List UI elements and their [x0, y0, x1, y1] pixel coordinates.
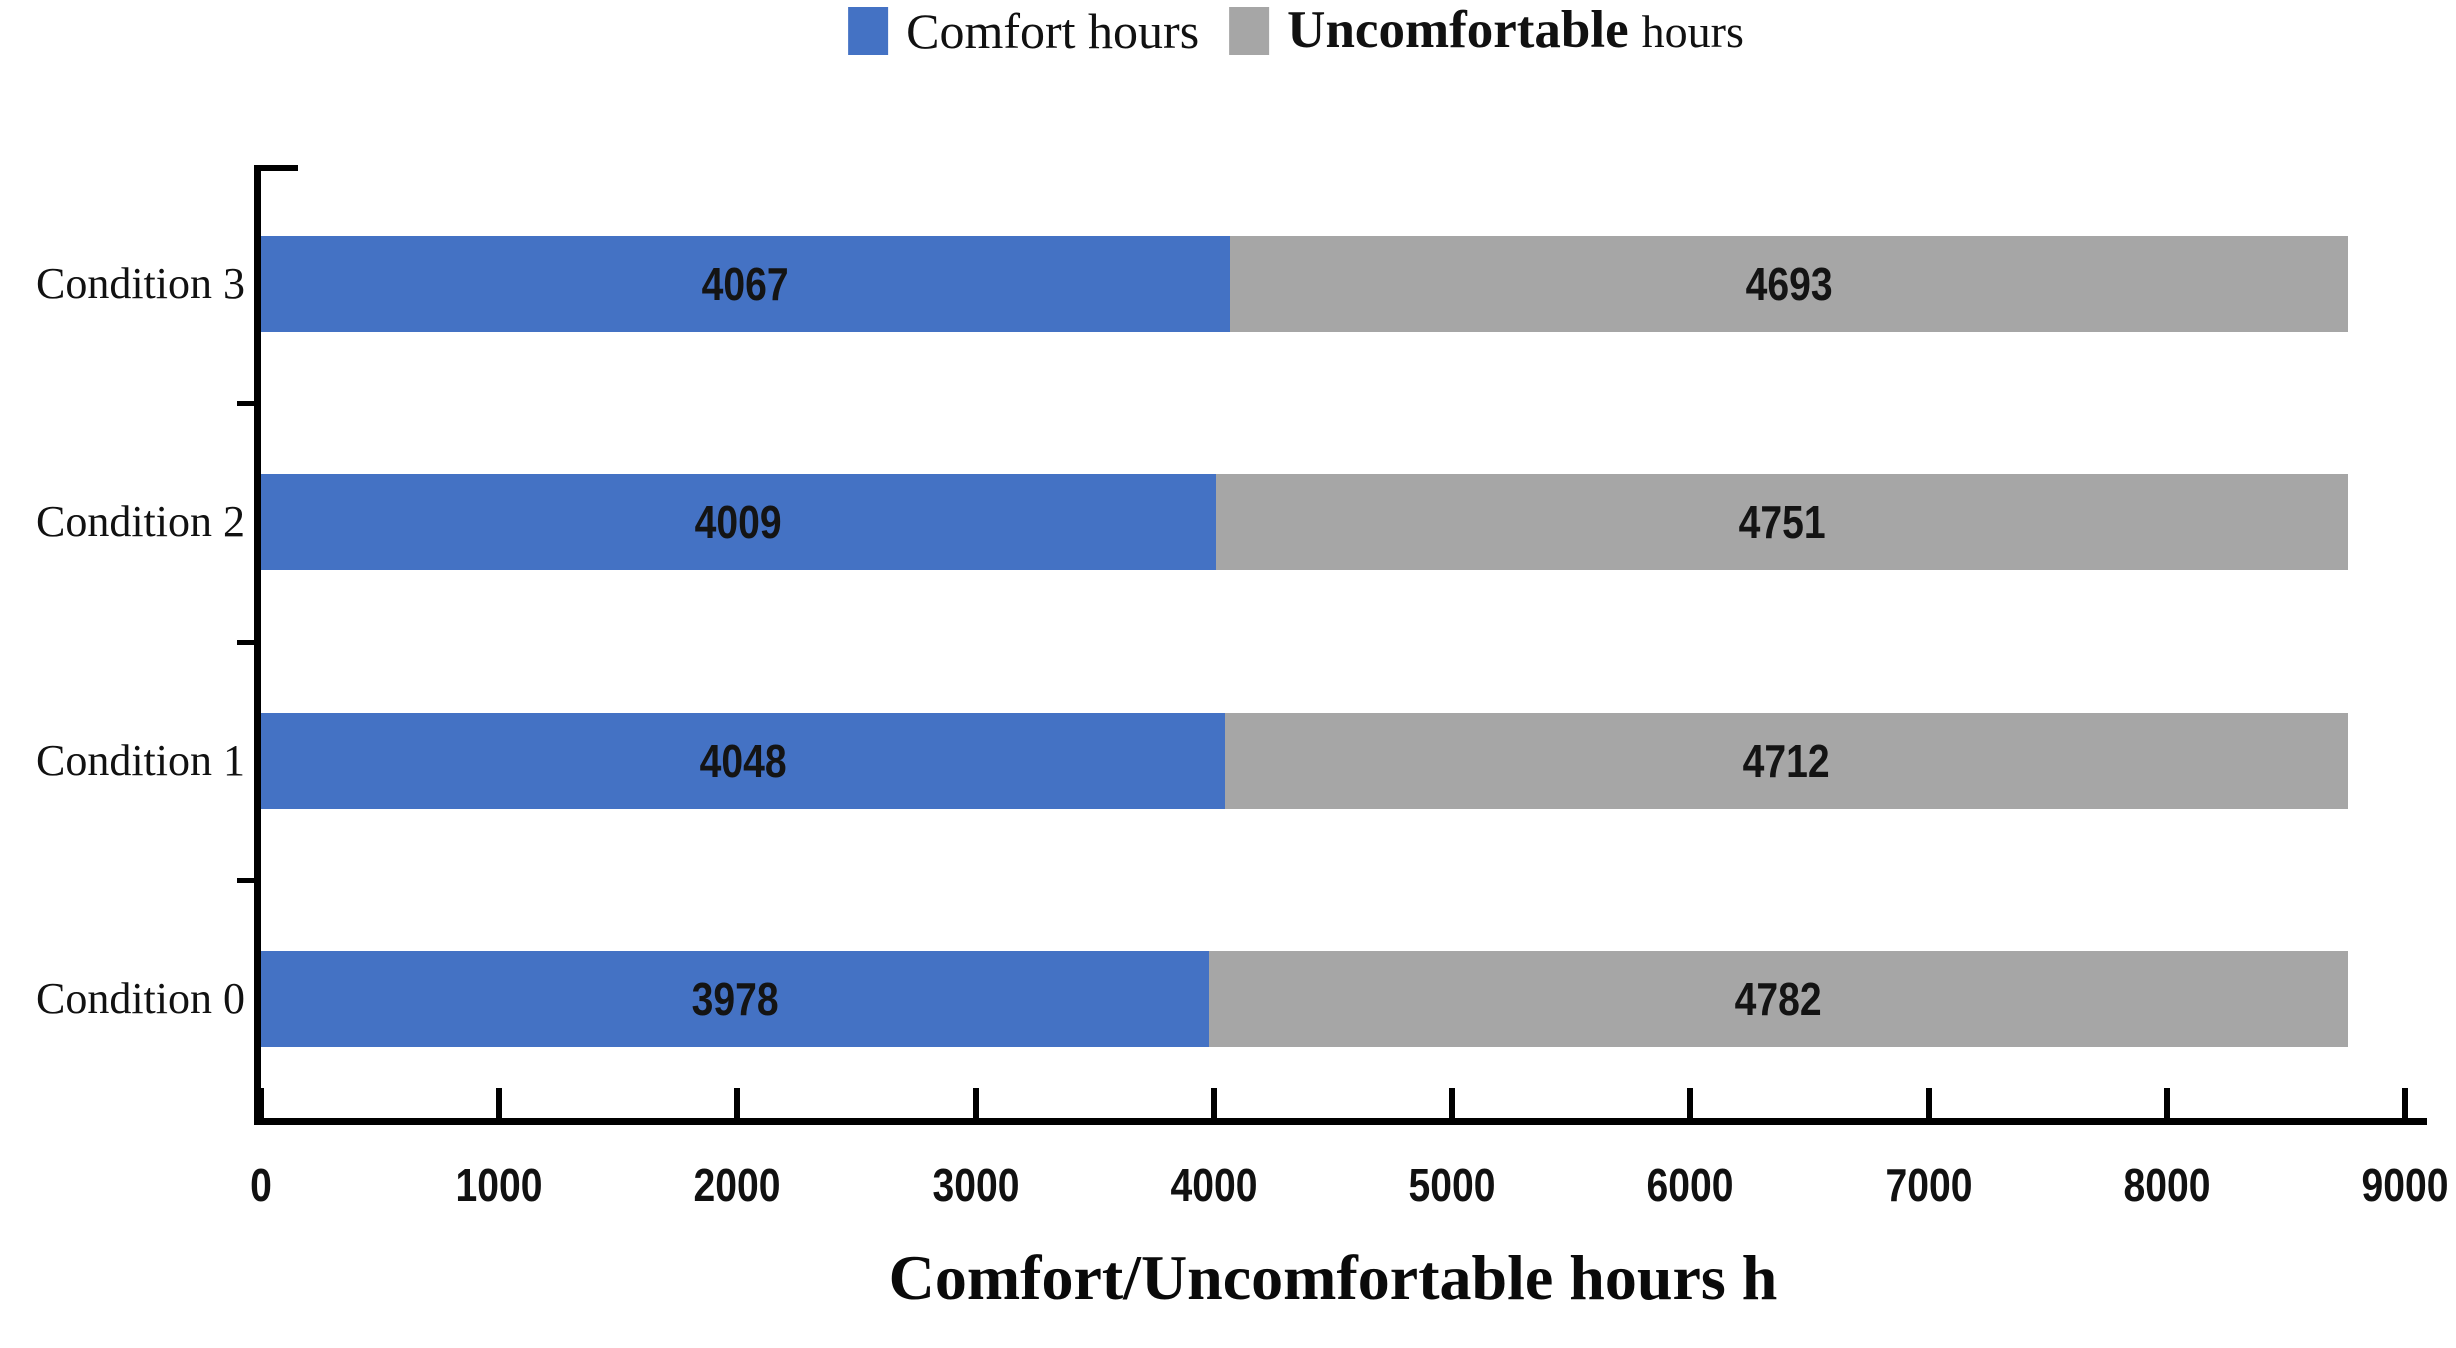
x-tick-label: 8000 [2116, 1162, 2218, 1209]
x-tick [734, 1088, 741, 1118]
x-tick-label: 1000 [448, 1162, 550, 1209]
legend-swatch-comfort [848, 6, 889, 55]
legend: Comfort hours Uncomfortable hours [848, 4, 1744, 57]
x-tick-label: 6000 [1639, 1162, 1741, 1209]
x-tick-label-text: 1000 [455, 1159, 543, 1211]
bar-value-label: 4693 [1745, 258, 1833, 311]
uncomfortable-bar-segment: 4693 [1229, 236, 2348, 333]
x-tick [972, 1088, 979, 1118]
x-tick [496, 1088, 503, 1118]
x-tick [1925, 1088, 1932, 1118]
stacked-bar: 4009 4751 [261, 474, 2405, 571]
bar-value-label: 4048 [699, 734, 787, 787]
comfort-bar-segment: 4009 [261, 474, 1217, 571]
bars-container: Condition 3 4067 4693 Condition 2 4009 4751 Co… [36, 165, 2405, 1118]
x-tick-label: 5000 [1401, 1162, 1503, 1209]
x-tick-label: 4000 [1163, 1162, 1265, 1209]
uncomfortable-bar-segment: 4712 [1225, 712, 2348, 809]
bar-value-label: 4712 [1743, 734, 1831, 787]
x-tick-label: 7000 [1877, 1162, 1979, 1209]
y-tick [237, 639, 261, 645]
category-band: Condition 2 4009 4751 [36, 403, 2405, 641]
stacked-bar: 4048 4712 [261, 712, 2405, 809]
category-band: Condition 1 4048 4712 [36, 642, 2405, 880]
y-tick [237, 877, 261, 883]
comfort-bar-segment: 3978 [261, 950, 1209, 1047]
x-tick-label-text: 5000 [1408, 1159, 1496, 1211]
y-axis-top-tick [254, 165, 298, 171]
x-tick-label: 9000 [2354, 1162, 2456, 1209]
legend-item-uncomfortable: Uncomfortable hours [1229, 4, 1744, 57]
bar-value-label: 4009 [695, 496, 783, 549]
legend-label-hours-word: hours [1641, 6, 1744, 57]
x-tick [258, 1088, 264, 1118]
category-label: Condition 0 [35, 973, 245, 1023]
x-tick-label-text: 9000 [2361, 1159, 2449, 1211]
comfort-bar-segment: 4048 [261, 712, 1226, 809]
bar-value-label: 3978 [691, 972, 779, 1025]
stacked-bar: 4067 4693 [261, 236, 2405, 333]
x-tick-label-text: 6000 [1646, 1159, 1734, 1211]
x-tick [2163, 1088, 2170, 1118]
plot-area: Condition 3 4067 4693 Condition 2 4009 4751 Co… [36, 165, 2448, 1208]
legend-label-comfort: Comfort hours [906, 2, 1200, 59]
uncomfortable-bar-segment: 4782 [1208, 950, 2348, 1047]
bar-value-label: 4782 [1734, 972, 1822, 1025]
x-tick-label-text: 8000 [2123, 1159, 2211, 1211]
category-label: Condition 1 [35, 735, 245, 785]
legend-swatch-uncomfortable [1229, 6, 1270, 55]
category-label: Condition 2 [35, 497, 245, 547]
y-tick [237, 401, 261, 407]
comfort-bar-segment: 4067 [261, 236, 1230, 333]
x-tick-label-text: 7000 [1885, 1159, 1973, 1211]
x-tick-label-text: 4000 [1170, 1159, 1258, 1211]
category-band: Condition 3 4067 4693 [36, 165, 2405, 403]
stacked-bar: 3978 4782 [261, 950, 2405, 1047]
x-tick-label-text: 2000 [693, 1159, 781, 1211]
legend-item-comfort: Comfort hours [848, 6, 1199, 56]
x-tick-label-text: 3000 [932, 1159, 1020, 1211]
category-label: Condition 3 [35, 259, 245, 309]
bar-value-label: 4751 [1738, 496, 1826, 549]
x-tick [2402, 1088, 2408, 1118]
x-axis-title: Comfort/Uncomfortable hours h [888, 1242, 1778, 1313]
x-tick [1210, 1088, 1217, 1118]
y-axis-line [254, 165, 261, 1125]
x-tick-label: 0 [248, 1162, 274, 1209]
category-band: Condition 0 3978 4782 [36, 880, 2405, 1118]
legend-label-uncomfortable-word: Uncomfortable [1287, 1, 1629, 59]
x-tick [1687, 1088, 1694, 1118]
legend-label-uncomfortable: Uncomfortable hours [1287, 4, 1744, 57]
uncomfortable-bar-segment: 4751 [1216, 474, 2348, 571]
bar-value-label: 4067 [701, 258, 789, 311]
x-tick-label: 2000 [686, 1162, 788, 1209]
x-tick-label-text: 0 [250, 1159, 272, 1211]
x-axis-line [254, 1118, 2427, 1125]
x-tick [1449, 1088, 1456, 1118]
x-tick-label: 3000 [924, 1162, 1026, 1209]
